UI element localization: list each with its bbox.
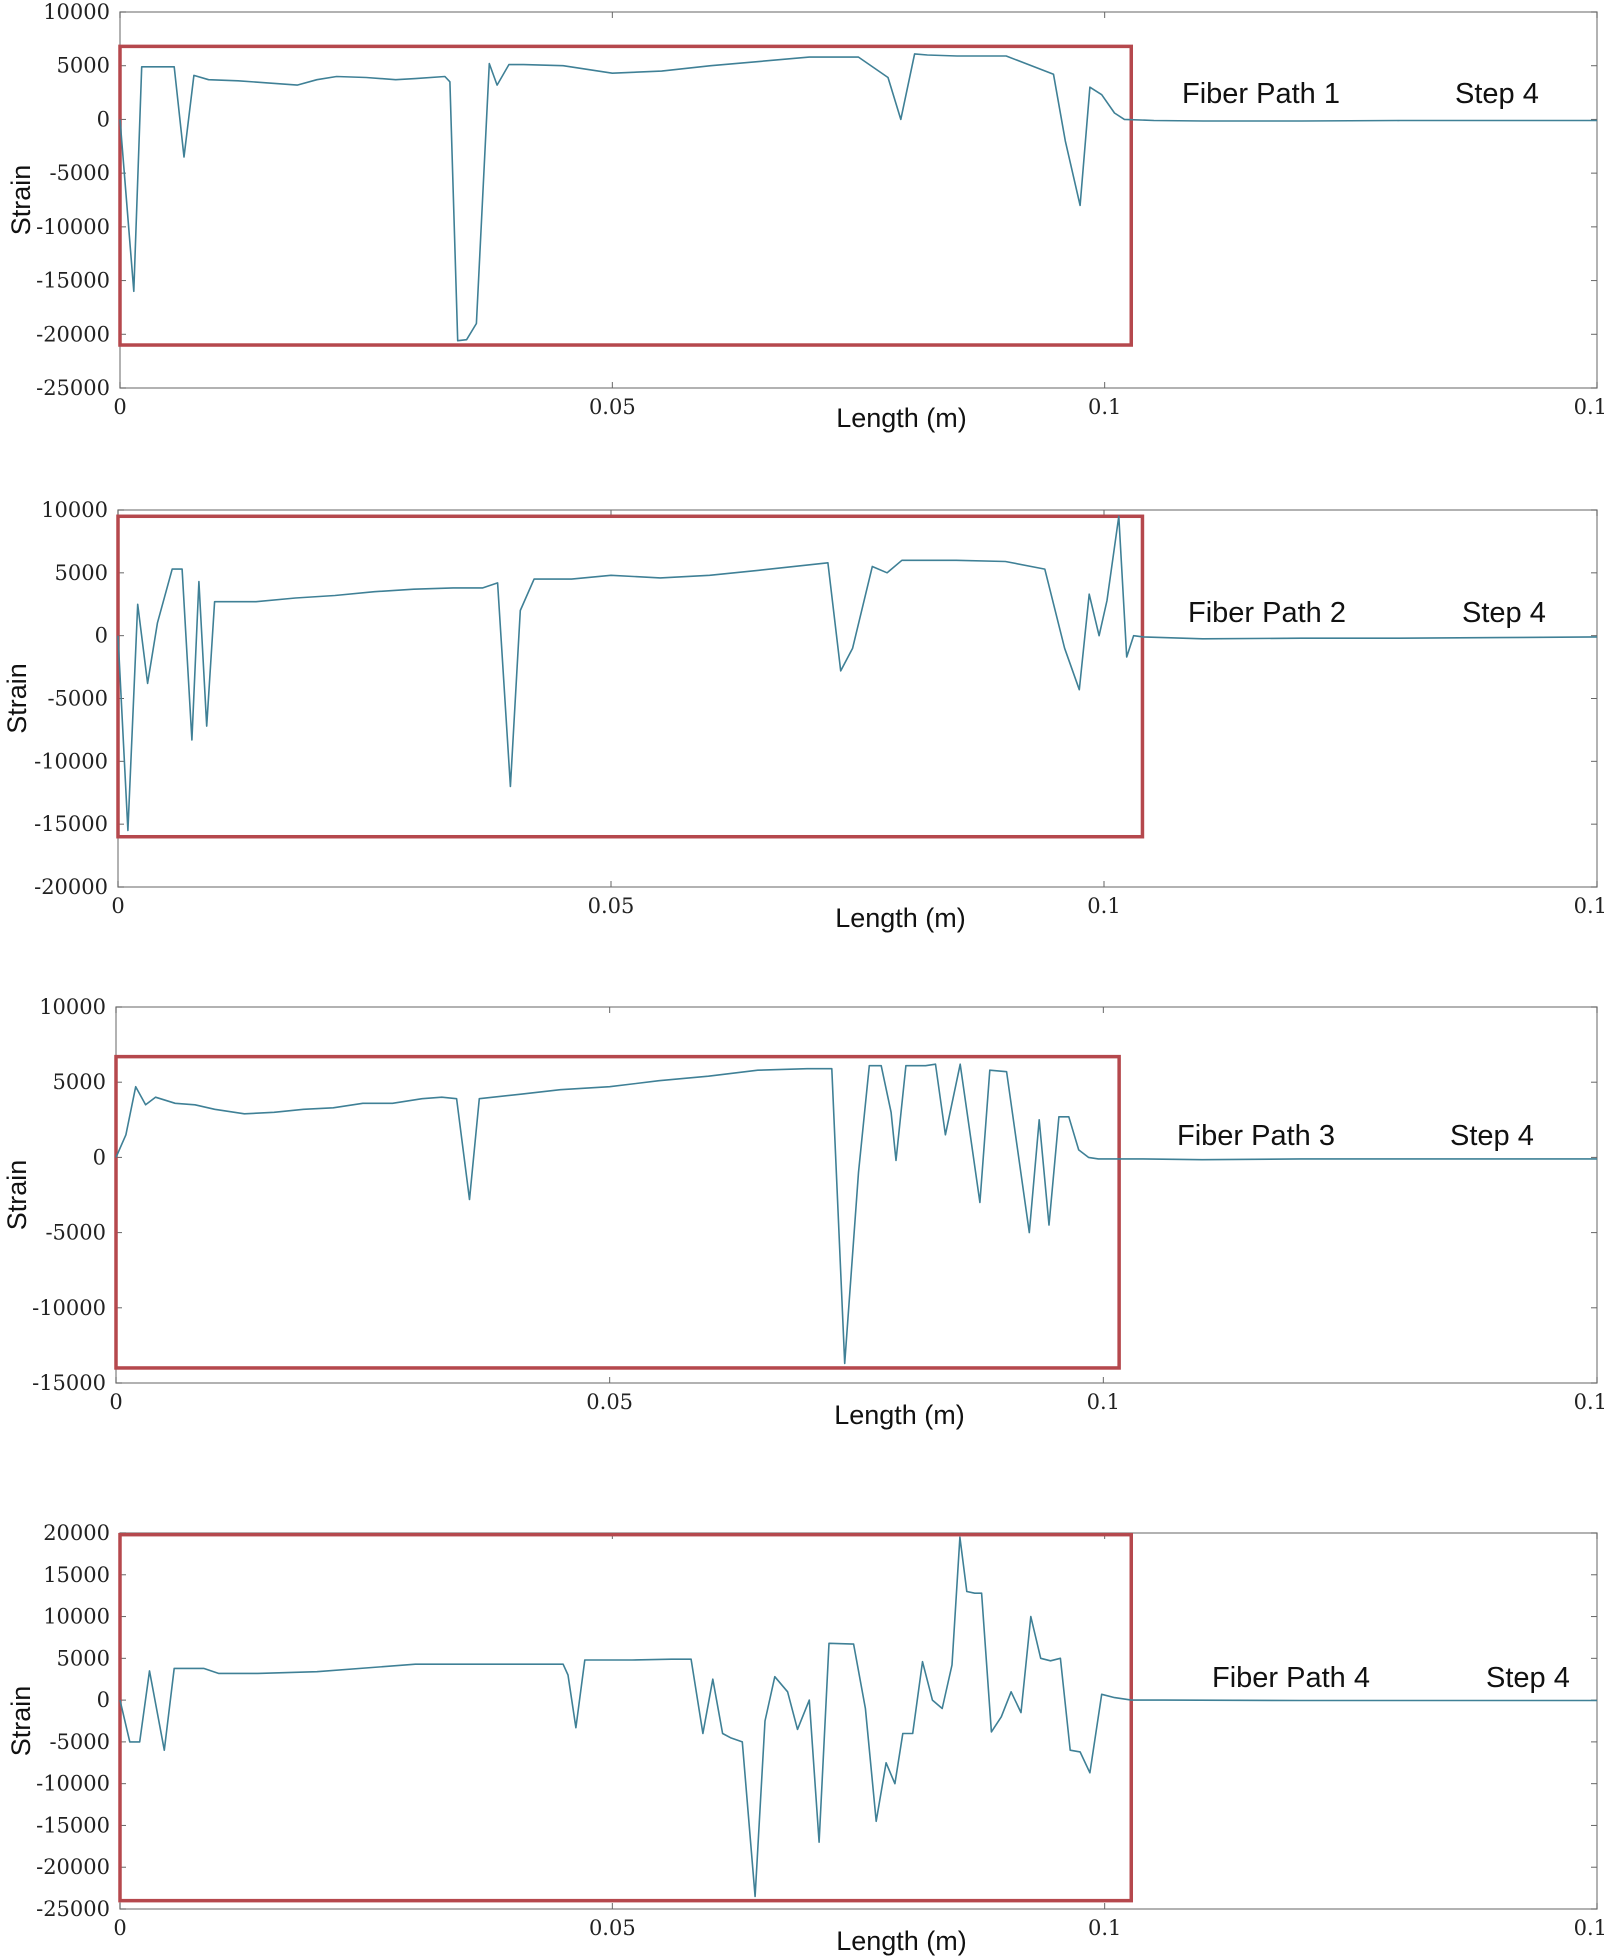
y-tick-label: 0 <box>97 1688 110 1712</box>
y-tick-label: 5000 <box>57 54 110 78</box>
y-tick-label: -5000 <box>45 1221 106 1245</box>
x-tick-label: 0.05 <box>588 894 635 918</box>
y-tick-label: 10000 <box>43 0 110 24</box>
fiber-path-annotation: Fiber Path 3 <box>1177 1120 1335 1152</box>
y-tick-label: -15000 <box>34 812 108 836</box>
y-tick-label: -15000 <box>32 1371 106 1395</box>
strain-series-line <box>119 53 1597 342</box>
chart-panel-3: 1000050000-5000-10000-1500000.050.10.15L… <box>2 995 1605 1430</box>
y-tick-label: -20000 <box>36 1855 110 1879</box>
highlight-box <box>118 44 1134 347</box>
y-tick-label: -25000 <box>36 376 110 400</box>
y-tick-label: 10000 <box>43 1605 110 1629</box>
x-tick-label: 0.1 <box>1087 894 1120 918</box>
y-tick-label: -10000 <box>34 749 108 773</box>
plot-frame <box>119 1532 1598 1910</box>
y-tick-label: 0 <box>95 624 108 648</box>
fiber-path-annotation: Fiber Path 2 <box>1188 597 1346 629</box>
y-tick-label: 0 <box>93 1145 106 1169</box>
y-tick-label: -10000 <box>32 1296 106 1320</box>
x-axis-label: Length (m) <box>835 903 966 933</box>
y-tick-label: -5000 <box>49 1730 110 1754</box>
x-tick-label: 0.15 <box>1574 1916 1605 1940</box>
highlight-box <box>116 514 1145 839</box>
x-tick-label: 0 <box>109 1390 122 1414</box>
x-tick-label: 0.05 <box>589 395 636 419</box>
x-tick-label: 0 <box>113 1916 126 1940</box>
chart-panel-4: 20000 15000 10000 5000 0 -5000 -10000 -15000 -20… <box>6 1521 1605 1956</box>
x-tick-label: 0.15 <box>1574 395 1605 419</box>
x-tick-label: 0 <box>111 894 124 918</box>
y-tick-label: 15000 <box>43 1563 110 1587</box>
y-tick-label: -5000 <box>47 687 108 711</box>
fiber-path-annotation: Fiber Path 1 <box>1182 78 1340 110</box>
strain-series-line <box>119 1536 1597 1898</box>
step-annotation: Step 4 <box>1486 1662 1570 1694</box>
y-tick-label: -15000 <box>36 269 110 293</box>
y-tick-label: -15000 <box>36 1813 110 1837</box>
highlight-box <box>118 1532 1134 1903</box>
y-tick-label: 5000 <box>57 1646 110 1670</box>
y-tick-label: -20000 <box>34 875 108 899</box>
y-tick-label: -25000 <box>36 1897 110 1921</box>
chart-panel-1: 1000050000-5000-10000-15000-20000-250000… <box>6 0 1605 433</box>
x-tick-label: 0.15 <box>1574 894 1605 918</box>
x-tick-label: 0.15 <box>1574 1390 1605 1414</box>
plot-frame <box>117 509 1598 888</box>
x-tick-label: 0 <box>113 395 126 419</box>
plot-frame <box>119 11 1598 389</box>
y-tick-label: -10000 <box>36 1772 110 1796</box>
x-axis-label: Length (m) <box>834 1400 965 1430</box>
strain-series-line <box>117 515 1598 832</box>
y-tick-label: 20000 <box>43 1521 110 1545</box>
y-axis-label: Strain <box>6 165 36 236</box>
x-tick-label: 0.05 <box>586 1390 633 1414</box>
y-tick-label: 5000 <box>53 1070 106 1094</box>
x-axis-label: Length (m) <box>836 403 967 433</box>
step-annotation: Step 4 <box>1455 78 1539 110</box>
strain-series-line <box>115 1063 1597 1365</box>
y-tick-label: -10000 <box>36 215 110 239</box>
step-annotation: Step 4 <box>1462 597 1546 629</box>
x-tick-label: 0.1 <box>1088 1916 1121 1940</box>
fiber-path-annotation: Fiber Path 4 <box>1212 1662 1370 1694</box>
x-tick-label: 0.05 <box>589 1916 636 1940</box>
step-annotation: Step 4 <box>1450 1120 1534 1152</box>
y-tick-label: 10000 <box>41 498 108 522</box>
x-tick-label: 0.1 <box>1087 1390 1120 1414</box>
y-tick-label: 0 <box>97 107 110 131</box>
y-tick-label: -5000 <box>49 161 110 185</box>
y-axis-label: Strain <box>2 1160 32 1231</box>
y-tick-label: 10000 <box>39 995 106 1019</box>
highlight-box <box>114 1054 1121 1370</box>
y-axis-label: Strain <box>2 663 32 734</box>
x-tick-label: 0.1 <box>1088 395 1121 419</box>
y-axis-label: Strain <box>6 1686 36 1757</box>
x-axis-label: Length (m) <box>836 1926 967 1956</box>
y-tick-label: -20000 <box>36 322 110 346</box>
y-tick-label: 5000 <box>55 561 108 585</box>
